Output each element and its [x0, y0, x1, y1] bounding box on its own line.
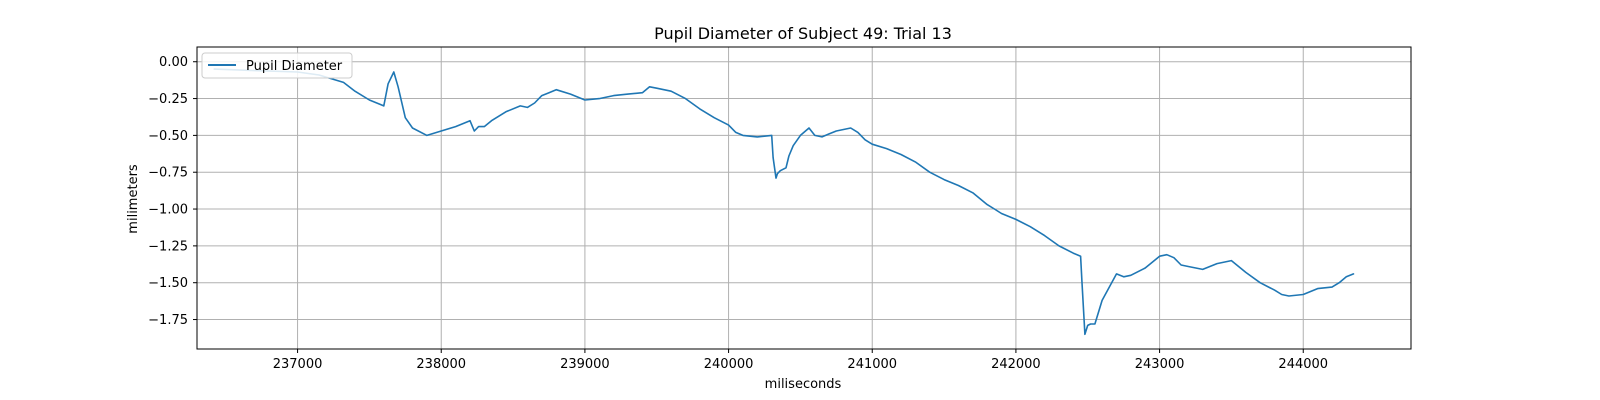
- x-tick-label: 239000: [560, 357, 610, 372]
- x-tick-label: 238000: [416, 357, 466, 372]
- x-tick-label: 243000: [1135, 357, 1185, 372]
- y-tick-label: −1.00: [148, 203, 188, 218]
- grid: [197, 47, 1411, 349]
- x-tick-label: 241000: [847, 357, 897, 372]
- legend-label: Pupil Diameter: [246, 59, 343, 74]
- y-tick-label: −0.75: [148, 166, 188, 181]
- axis-ticks: 237000 238000 239000 240000 241000 242000 2430…: [148, 55, 1328, 372]
- y-tick-label: −1.50: [148, 276, 188, 291]
- x-tick-label: 244000: [1278, 357, 1328, 372]
- series-line-pupil-diameter: [213, 68, 1355, 336]
- legend: Pupil Diameter: [201, 52, 353, 79]
- series-layer: [213, 68, 1355, 336]
- chart-title: Pupil Diameter of Subject 49: Trial 13: [654, 24, 952, 43]
- plot-frame: [196, 46, 1412, 350]
- y-tick-label: −1.25: [148, 239, 188, 254]
- x-axis-label: miliseconds: [765, 377, 842, 392]
- y-axis-label: milimeters: [126, 164, 141, 234]
- x-tick-label: 237000: [273, 357, 323, 372]
- x-tick-label: 240000: [704, 357, 754, 372]
- x-tick-label: 242000: [991, 357, 1041, 372]
- y-tick-label: −0.25: [148, 92, 188, 107]
- y-tick-label: −0.50: [148, 129, 188, 144]
- legend-box: [201, 52, 353, 79]
- y-tick-label: 0.00: [159, 55, 188, 70]
- y-tick-label: −1.75: [148, 313, 188, 328]
